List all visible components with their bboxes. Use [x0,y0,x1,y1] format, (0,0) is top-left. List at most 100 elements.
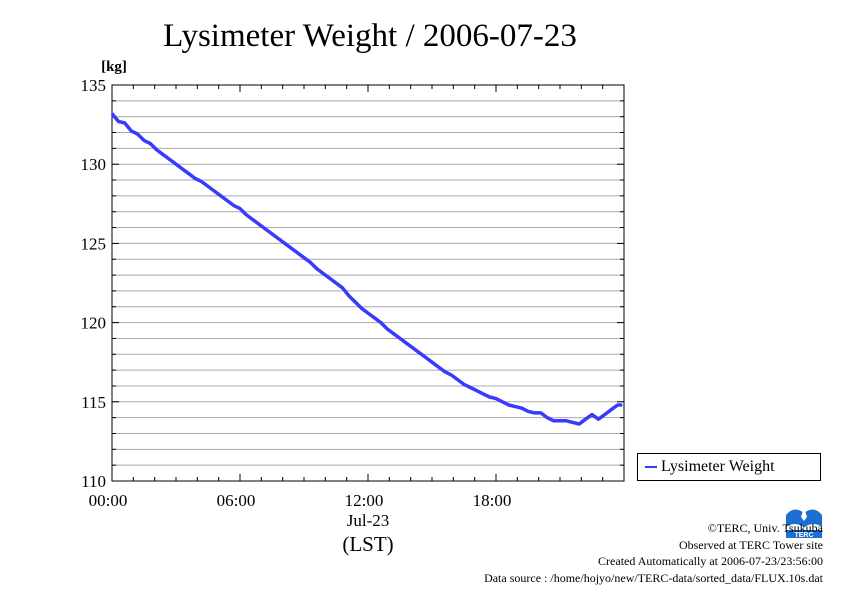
created-text: Created Automatically at 2006-07-23/23:5… [598,554,823,569]
data-point [476,389,478,392]
data-point [412,347,414,349]
data-point [271,233,273,235]
data-point [335,282,337,284]
copyright-text: ©TERC, Univ. Tsukuba [707,521,823,535]
terc-logo: TERC [784,503,824,544]
data-point [380,321,382,324]
data-point [309,261,312,264]
data-point [168,158,171,161]
data-point [239,207,241,210]
data-point [226,199,228,202]
data-point [559,420,561,422]
data-point [520,407,523,409]
date-label: Jul-23 [347,511,390,530]
x-tick-label: 00:00 [89,491,128,510]
y-tick-label: 120 [81,314,107,333]
x-tick-label: 06:00 [217,491,256,510]
series-line [110,112,622,426]
data-point [181,168,184,170]
data-point [399,337,401,340]
data-point [572,421,574,424]
data-point [341,286,344,289]
data-point [514,405,516,408]
data-point [621,404,623,406]
data-point [149,142,152,145]
data-point [469,386,472,389]
data-point [367,312,369,314]
x-axis-label: (LST) [342,532,393,556]
data-point [501,401,504,403]
data-point [316,267,318,270]
data-point [296,252,299,254]
data-point [437,366,440,368]
data-point [597,418,600,421]
data-point [616,404,619,406]
data-point [533,412,536,414]
data-point [175,163,177,165]
data-point [392,332,395,335]
data-point [540,412,542,414]
series-layer [110,112,623,426]
y-tick-label: 115 [81,393,106,412]
data-point [463,383,465,386]
y-tick-label: 125 [81,234,107,253]
data-point [143,139,145,142]
data-point [552,420,555,422]
legend: Lysimeter Weight [637,453,821,481]
data-point [277,237,280,240]
data-point [111,112,113,115]
data-point [245,214,248,216]
data-point [207,185,209,188]
data-point [578,423,580,425]
data-point [373,317,376,319]
axis-ticks [111,84,625,482]
x-tick-label: 12:00 [345,491,384,510]
data-point [508,404,510,406]
data-point [322,272,325,275]
chart-title: Lysimeter Weight / 2006-07-23 [163,18,577,54]
data-point [348,294,350,297]
data-point [546,416,548,419]
logo-text: TERC [794,532,813,539]
data-point [604,413,606,416]
x-tick-labels: 00:00 06:00 12:00 18:00 [89,491,512,510]
data-source-text: Data source : /home/hojyo/new/TERC-data/… [484,570,823,585]
data-point [258,223,261,226]
data-point [188,172,190,175]
plot-frame [111,84,625,482]
data-point [252,218,254,221]
data-point [213,190,216,192]
data-point [360,307,363,310]
y-tick-label: 135 [81,76,107,95]
x-tick-label: 18:00 [473,491,512,510]
data-point [162,153,164,156]
legend-label: Lysimeter Weight [661,458,775,475]
data-point [130,130,132,132]
data-point [405,342,408,344]
y-tick-label: 110 [81,472,106,491]
data-point [482,393,485,395]
y-tick-labels: 110 115 120 125 130 135 [81,76,107,491]
data-point [488,396,491,398]
data-point [200,180,203,183]
data-point [591,413,593,416]
data-point [565,420,568,422]
grid [112,100,624,466]
data-point [444,370,446,373]
data-point [194,177,196,180]
data-point [328,277,331,280]
data-point [354,301,357,303]
data-point [450,374,453,376]
data-point [418,351,421,354]
data-point [610,408,612,411]
data-point [264,228,267,230]
observed-text: Observed at TERC Tower site [678,537,823,552]
legend-swatch [645,466,657,468]
data-point [527,410,529,413]
y-axis-unit: [kg] [101,59,127,75]
data-point [232,204,235,207]
data-point [156,149,158,151]
data-point [124,122,126,124]
y-tick-label: 130 [81,155,107,174]
